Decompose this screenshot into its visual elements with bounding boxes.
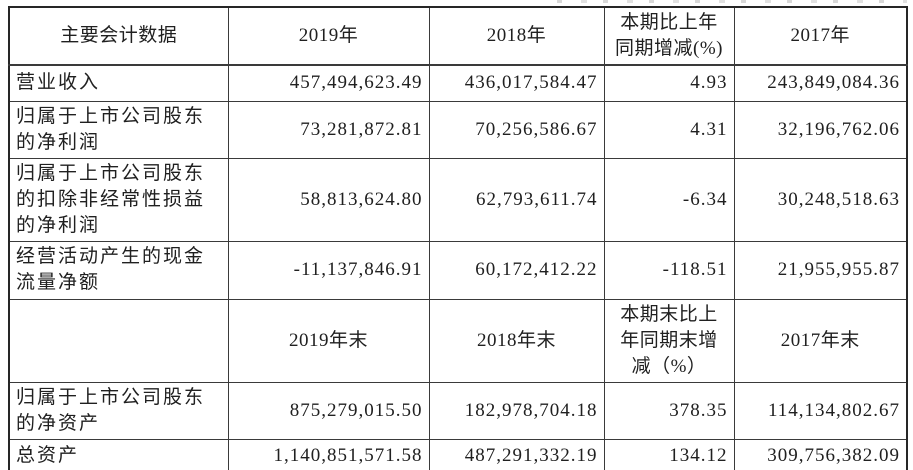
- table-row-total-assets: 总资产 1,140,851,571.58 487,291,332.19 134.…: [8, 438, 908, 470]
- header-main-label: 主要会计数据: [8, 6, 229, 66]
- value-2019: 73,281,872.81: [227, 100, 430, 159]
- value-2018: 182,978,704.18: [428, 381, 605, 440]
- value-2019: -11,137,846.91: [227, 240, 430, 300]
- key-accounting-data-table: 主要会计数据 2019年 2018年 本期比上年 同期增减(%) 2017年 营…: [8, 6, 908, 470]
- value-2019: 58,813,624.80: [227, 157, 430, 242]
- value-2017: 114,134,802.67: [733, 381, 908, 440]
- table-header-row-end-of-period: 2019年末 2018年末 本期末比上 年同期末增 减（%） 2017年末: [8, 298, 908, 383]
- value-2019: 1,140,851,571.58: [227, 438, 430, 470]
- value-2017: 32,196,762.06: [733, 100, 908, 159]
- value-change: 4.93: [603, 64, 735, 102]
- table-row-net-assets-attributable: 归属于上市公司股东的净资产 875,279,015.50 182,978,704…: [8, 381, 908, 440]
- value-2018: 70,256,586.67: [428, 100, 605, 159]
- row-label: 总资产: [8, 438, 229, 470]
- header-2017: 2017年: [733, 6, 908, 66]
- row-label: 归属于上市公司股东的扣除非经常性损益的净利润: [8, 157, 229, 242]
- cropped-text-remnant: [557, 0, 907, 3]
- value-2019: 457,494,623.49: [227, 64, 430, 102]
- value-2017: 21,955,955.87: [733, 240, 908, 300]
- header-2018-end: 2018年末: [428, 298, 605, 383]
- row-label: 营业收入: [8, 64, 229, 102]
- value-change: -6.34: [603, 157, 735, 242]
- table-row-operating-cash-flow: 经营活动产生的现金流量净额 -11,137,846.91 60,172,412.…: [8, 240, 908, 300]
- table-row-net-profit-excl-nonrecurring: 归属于上市公司股东的扣除非经常性损益的净利润 58,813,624.80 62,…: [8, 157, 908, 242]
- value-2018: 436,017,584.47: [428, 64, 605, 102]
- row-label: 归属于上市公司股东的净利润: [8, 100, 229, 159]
- row-label: 经营活动产生的现金流量净额: [8, 240, 229, 300]
- value-2017: 243,849,084.36: [733, 64, 908, 102]
- header-2019-end: 2019年末: [227, 298, 430, 383]
- value-2018: 487,291,332.19: [428, 438, 605, 470]
- row-label: 归属于上市公司股东的净资产: [8, 381, 229, 440]
- value-change: -118.51: [603, 240, 735, 300]
- table-header-row-annual: 主要会计数据 2019年 2018年 本期比上年 同期增减(%) 2017年: [8, 6, 908, 66]
- value-2019: 875,279,015.50: [227, 381, 430, 440]
- table-row-operating-revenue: 营业收入 457,494,623.49 436,017,584.47 4.93 …: [8, 64, 908, 102]
- value-change: 4.31: [603, 100, 735, 159]
- value-2017: 309,756,382.09: [733, 438, 908, 470]
- header-empty: [8, 298, 229, 383]
- header-change-end: 本期末比上 年同期末增 减（%）: [603, 298, 735, 383]
- header-2018: 2018年: [428, 6, 605, 66]
- table-row-net-profit-attributable: 归属于上市公司股东的净利润 73,281,872.81 70,256,586.6…: [8, 100, 908, 159]
- header-2017-end: 2017年末: [733, 298, 908, 383]
- value-2018: 62,793,611.74: [428, 157, 605, 242]
- value-change: 378.35: [603, 381, 735, 440]
- value-2017: 30,248,518.63: [733, 157, 908, 242]
- header-2019: 2019年: [227, 6, 430, 66]
- header-change-yoy: 本期比上年 同期增减(%): [603, 6, 735, 66]
- value-2018: 60,172,412.22: [428, 240, 605, 300]
- value-change: 134.12: [603, 438, 735, 470]
